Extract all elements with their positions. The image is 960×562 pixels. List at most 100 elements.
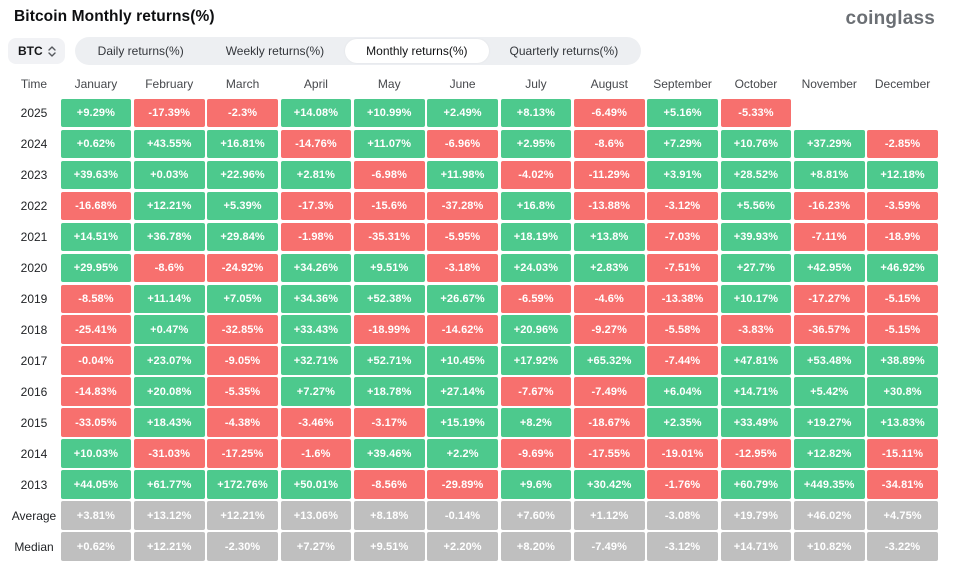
return-cell: +16.81% bbox=[207, 129, 278, 158]
return-cell: +6.04% bbox=[647, 377, 718, 406]
return-cell: -17.27% bbox=[793, 284, 865, 313]
column-header-may: May bbox=[377, 77, 401, 91]
return-cell: -16.68% bbox=[60, 191, 132, 220]
return-cell: +8.18% bbox=[353, 501, 425, 530]
return-cell: -7.49% bbox=[573, 532, 645, 561]
row-label-2024: 2024 bbox=[20, 136, 48, 151]
return-cell: +5.16% bbox=[647, 98, 718, 127]
return-cell: +61.77% bbox=[133, 470, 205, 499]
return-cell: +33.49% bbox=[720, 408, 792, 437]
tab-daily-returns[interactable]: Daily returns(%) bbox=[77, 39, 205, 63]
column-header-december: December bbox=[874, 77, 931, 91]
return-cell: +172.76% bbox=[207, 470, 278, 499]
return-cell: +14.08% bbox=[280, 98, 352, 127]
return-cell: -3.22% bbox=[867, 532, 938, 561]
return-cell: +47.81% bbox=[720, 346, 792, 375]
tab-quarterly-returns[interactable]: Quarterly returns(%) bbox=[489, 39, 640, 63]
row-label-2017: 2017 bbox=[20, 353, 48, 368]
row-label-2020: 2020 bbox=[20, 260, 48, 275]
return-cell: +44.05% bbox=[60, 470, 132, 499]
tab-weekly-returns[interactable]: Weekly returns(%) bbox=[205, 39, 345, 63]
return-cell: -15.11% bbox=[867, 439, 938, 468]
return-cell: -5.15% bbox=[867, 315, 938, 344]
return-cell: -33.05% bbox=[60, 408, 132, 437]
return-cell: +39.63% bbox=[60, 160, 132, 189]
return-cell: +39.93% bbox=[720, 222, 792, 251]
return-cell: +10.82% bbox=[793, 532, 865, 561]
return-cell: +19.27% bbox=[793, 408, 865, 437]
row-label-2013: 2013 bbox=[20, 477, 48, 492]
column-header-august: August bbox=[590, 77, 628, 91]
column-header-september: September bbox=[653, 77, 712, 91]
symbol-select[interactable]: BTC bbox=[8, 38, 65, 64]
return-cell: -5.35% bbox=[207, 377, 278, 406]
return-cell: -34.81% bbox=[867, 470, 938, 499]
return-cell: +12.21% bbox=[133, 532, 205, 561]
return-cell: -2.30% bbox=[207, 532, 278, 561]
return-cell: +7.29% bbox=[647, 129, 718, 158]
return-cell: -31.03% bbox=[133, 439, 205, 468]
column-header-january: January bbox=[74, 77, 118, 91]
return-cell: +13.12% bbox=[133, 501, 205, 530]
return-cell: +43.55% bbox=[133, 129, 205, 158]
return-cell: +14.71% bbox=[720, 377, 792, 406]
return-cell: +3.81% bbox=[60, 501, 132, 530]
return-cell: +12.18% bbox=[867, 160, 938, 189]
updown-chevron-icon bbox=[47, 45, 56, 57]
return-cell: -5.15% bbox=[867, 284, 938, 313]
return-cell: -2.3% bbox=[207, 98, 278, 127]
return-cell: -17.25% bbox=[207, 439, 278, 468]
row-label-2019: 2019 bbox=[20, 291, 48, 306]
return-cell: +10.99% bbox=[353, 98, 425, 127]
return-cell bbox=[867, 99, 938, 127]
return-cell: +42.95% bbox=[793, 253, 865, 282]
column-header-november: November bbox=[801, 77, 857, 91]
return-cell: +449.35% bbox=[793, 470, 865, 499]
row-label-2021: 2021 bbox=[20, 229, 48, 244]
return-cell: +2.20% bbox=[427, 532, 498, 561]
return-cell: -13.38% bbox=[647, 284, 718, 313]
return-cell: -7.49% bbox=[573, 377, 645, 406]
return-cell: -17.55% bbox=[573, 439, 645, 468]
return-cell: +12.21% bbox=[133, 191, 205, 220]
return-cell: -6.96% bbox=[427, 129, 498, 158]
return-cell: +27.7% bbox=[720, 253, 792, 282]
return-cell: +14.51% bbox=[60, 222, 132, 251]
return-cell: -3.18% bbox=[427, 253, 498, 282]
return-cell: +53.48% bbox=[793, 346, 865, 375]
return-cell: +5.39% bbox=[207, 191, 278, 220]
return-cell: +8.20% bbox=[500, 532, 572, 561]
return-cell: +29.95% bbox=[60, 253, 132, 282]
return-cell: -7.51% bbox=[647, 253, 718, 282]
return-cell: +34.36% bbox=[280, 284, 352, 313]
return-cell: +0.03% bbox=[133, 160, 205, 189]
row-label-median: Median bbox=[14, 539, 54, 554]
return-cell: -35.31% bbox=[353, 222, 425, 251]
tab-monthly-returns[interactable]: Monthly returns(%) bbox=[345, 39, 489, 63]
return-cell: -15.6% bbox=[353, 191, 425, 220]
toolbar: BTC Daily returns(%) Weekly returns(%) Mon… bbox=[0, 36, 960, 66]
return-cell: -5.33% bbox=[720, 98, 792, 127]
return-cell: +5.42% bbox=[793, 377, 865, 406]
symbol-select-value: BTC bbox=[18, 44, 43, 58]
return-cell: +13.83% bbox=[867, 408, 938, 437]
return-cell: +46.92% bbox=[867, 253, 938, 282]
return-cell: -25.41% bbox=[60, 315, 132, 344]
return-cell: +2.95% bbox=[500, 129, 572, 158]
return-cell: +15.19% bbox=[427, 408, 498, 437]
return-cell: -12.95% bbox=[720, 439, 792, 468]
return-cell: -3.46% bbox=[280, 408, 352, 437]
return-cell: +7.60% bbox=[500, 501, 572, 530]
return-cell: +20.96% bbox=[500, 315, 572, 344]
return-cell: +22.96% bbox=[207, 160, 278, 189]
column-header-october: October bbox=[734, 77, 778, 91]
return-cell: -9.69% bbox=[500, 439, 572, 468]
return-cell: +33.43% bbox=[280, 315, 352, 344]
return-cell: +18.19% bbox=[500, 222, 572, 251]
return-cell: -16.23% bbox=[793, 191, 865, 220]
return-cell: -29.89% bbox=[427, 470, 498, 499]
return-cell: -3.83% bbox=[720, 315, 792, 344]
return-cell: +52.38% bbox=[353, 284, 425, 313]
return-cell: +9.51% bbox=[353, 253, 425, 282]
